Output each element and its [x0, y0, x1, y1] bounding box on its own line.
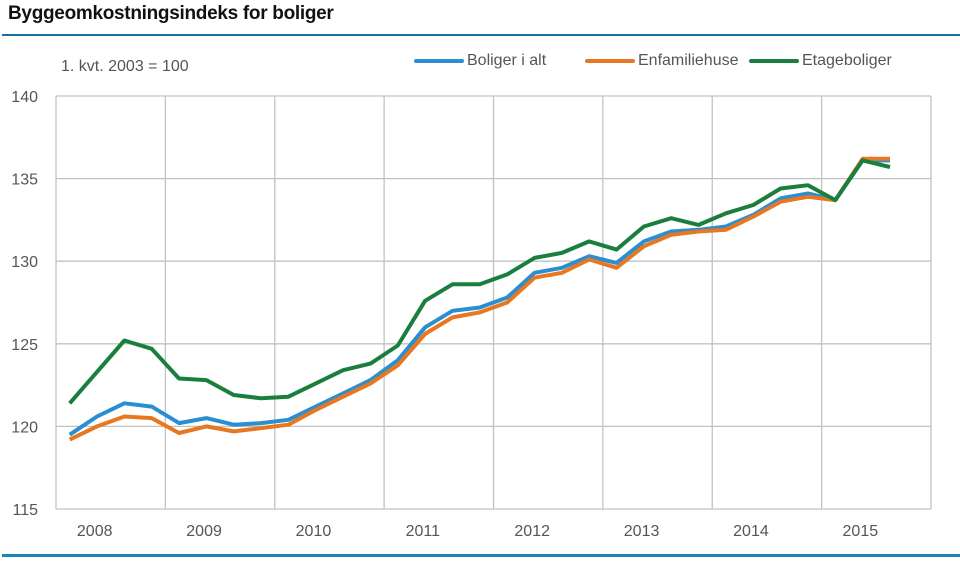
series-line-enfamiliehuse	[68, 156, 890, 442]
chart-title: Byggeomkostningsindeks for boliger	[8, 3, 334, 24]
x-tick-label: 2010	[296, 523, 332, 540]
y-tick-label: 125	[11, 337, 38, 354]
x-tick-label: 2012	[514, 523, 550, 540]
index-base-note: 1. kvt. 2003 = 100	[61, 58, 189, 75]
legend-item-enfamiliehuse: Enfamiliehuse	[585, 52, 739, 70]
bottom-rule	[2, 554, 960, 557]
y-tick-label: 130	[11, 254, 38, 271]
series-line-boliger-i-alt	[68, 158, 890, 437]
legend-label: Boliger i alt	[467, 52, 547, 69]
x-tick-label: 2011	[406, 523, 441, 540]
y-tick-label: 135	[11, 172, 38, 189]
legend-swatch	[414, 59, 464, 63]
x-tick-label: 2013	[624, 523, 660, 540]
legend-item-boliger-i-alt: Boliger i alt	[414, 52, 546, 70]
y-tick-label: 115	[12, 502, 38, 519]
y-tick-label: 140	[11, 89, 38, 106]
series-line-etageboliger	[68, 158, 891, 405]
title-rule	[2, 34, 960, 36]
legend-swatch	[749, 59, 799, 63]
legend-label: Enfamiliehuse	[638, 52, 739, 69]
legend-item-etageboliger: Etageboliger	[749, 52, 892, 70]
legend-label: Etageboliger	[802, 52, 892, 69]
x-tick-label: 2008	[77, 523, 113, 540]
x-tick-label: 2009	[186, 523, 222, 540]
x-tick-label: 2015	[843, 523, 879, 540]
y-tick-label: 120	[11, 419, 38, 436]
x-tick-label: 2014	[733, 523, 769, 540]
legend-swatch	[585, 59, 635, 63]
